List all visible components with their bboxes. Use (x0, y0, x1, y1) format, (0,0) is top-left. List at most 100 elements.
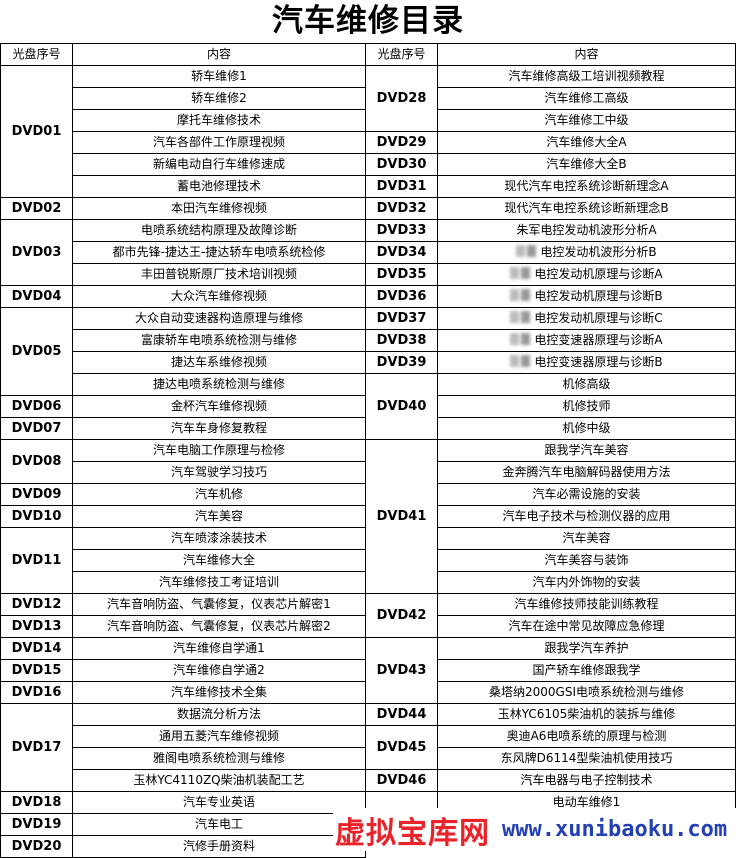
disc-number: DVD07 (0, 417, 73, 440)
disc-number: DVD33 (365, 219, 438, 242)
content-text: 本田汽车维修视频 (170, 201, 267, 215)
content-text: 汽车维修技工考证培训 (158, 575, 279, 589)
content-cell: 捷达电喷系统检测与维修 (72, 373, 366, 396)
disc-number: DVD12 (0, 593, 73, 616)
content-cell: 汽车音响防盗、气囊修复，仪表芯片解密1 (72, 593, 366, 616)
content-cell: 电控发动机波形分析B (437, 241, 736, 264)
content-text: 汽车维修技术全集 (170, 685, 267, 699)
content-text: 汽车各部件工作原理视频 (152, 135, 285, 149)
content-cell: 汽车喷漆涂装技术 (72, 527, 366, 550)
disc-number: DVD14 (0, 637, 73, 660)
content-text: 汽车维修工中级 (544, 113, 629, 127)
table-row: DVD45 奥迪A6电喷系统的原理与检测 (365, 725, 736, 770)
table-row: DVD10 汽车美容 (0, 505, 366, 528)
content-cell: 机修高级 (437, 373, 736, 396)
table-row: DVD12 汽车音响防盗、气囊修复，仪表芯片解密1 (0, 593, 366, 616)
content-text: 跟我学汽车养护 (544, 641, 629, 655)
content-text: 汽车美容 (194, 509, 243, 523)
content-cell: 汽车驾驶学习技巧 (72, 461, 366, 484)
content-text: 国产轿车维修跟我学 (532, 663, 641, 677)
content-cell: 汽车在途中常见故障应急修理 (437, 615, 736, 638)
content-cell: 跟我学汽车美容 (437, 439, 736, 462)
table-row: DVD11 汽车喷漆涂装技术 (0, 527, 366, 594)
content-text: 汽车音响防盗、气囊修复，仪表芯片解密2 (107, 619, 331, 633)
table-row: DVD18 汽车专业英语 (0, 791, 366, 814)
table-row: DVD13 汽车音响防盗、气囊修复，仪表芯片解密2 (0, 615, 366, 638)
blurred-text (510, 311, 533, 323)
table-row: DVD05 大众自动变速器构造原理与维修 (0, 307, 366, 396)
disc-number: DVD20 (0, 835, 73, 858)
table-row: DVD28 汽车维修高级工培训视频教程 (365, 65, 736, 132)
table-row: DVD41 跟我学汽车美容 (365, 439, 736, 594)
table-row: DVD20 汽修手册资料 (0, 835, 366, 858)
content-cell: 玉林YC4110ZQ柴油机装配工艺 (72, 769, 366, 792)
content-text: 电控发动机原理与诊断B (534, 289, 663, 303)
disc-number: DVD06 (0, 395, 73, 418)
content-cell: 电控变速器原理与诊断A (437, 329, 736, 352)
content-cell: 金杯汽车维修视频 (72, 395, 366, 418)
content-text: 汽修手册资料 (182, 839, 255, 853)
content-cell: 电喷系统结构原理及故障诊断 (72, 219, 366, 242)
content-text: 玉林YC4110ZQ柴油机装配工艺 (133, 773, 305, 787)
table-row: DVD30 汽车维修大全B (365, 153, 736, 176)
disc-number: DVD43 (365, 637, 438, 704)
content-cell: 汽车车身修复教程 (72, 417, 366, 440)
content-text: 汽车在途中常见故障应急修理 (508, 619, 665, 633)
content-header: 内容 (72, 43, 366, 66)
watermark: 虚拟宝库网 www.xunibaoku.com (333, 808, 736, 851)
content-cell: 轿车维修1 (72, 65, 366, 88)
content-text: 汽车维修大全 (182, 553, 255, 567)
content-text: 汽车内外饰物的安装 (532, 575, 641, 589)
content-cell: 奥迪A6电喷系统的原理与检测 (437, 725, 736, 748)
table-row: DVD17 数据流分析方法 (0, 703, 366, 792)
content-cell: 汽车美容与装饰 (437, 549, 736, 572)
content-cell: 汽车美容 (437, 527, 736, 550)
content-cell: 汽车电脑工作原理与检修 (72, 439, 366, 462)
content-text: 汽车喷漆涂装技术 (170, 531, 267, 545)
content-cell: 汽车电子技术与检测仪器的应用 (437, 505, 736, 528)
content-text: 通用五菱汽车维修视频 (158, 729, 279, 743)
content-text: 东风牌D6114型柴油机使用技巧 (500, 751, 673, 765)
content-header: 内容 (437, 43, 736, 66)
table-row: 汽车维修技工考证培训 (1, 571, 366, 594)
disc-number: DVD15 (0, 659, 73, 682)
table-row: 捷达电喷系统检测与维修 (1, 373, 366, 396)
content-cell: 电控发动机原理与诊断A (437, 263, 736, 286)
disc-number: DVD36 (365, 285, 438, 308)
content-text: 金杯汽车维修视频 (170, 399, 267, 413)
content-text: 汽车电脑工作原理与检修 (152, 443, 285, 457)
header-row: 光盘序号 内容 (0, 43, 366, 66)
table-row: 通用五菱汽车维修视频 (1, 725, 366, 748)
content-text: 数据流分析方法 (176, 707, 261, 721)
table-row: DVD32 现代汽车电控系统诊断新理念B (365, 197, 736, 220)
content-text: 机修中级 (562, 421, 611, 435)
content-text: 捷达电喷系统检测与维修 (152, 377, 285, 391)
content-text: 汽车专业英语 (182, 795, 255, 809)
content-cell: 汽车电器与电子控制技术 (437, 769, 736, 792)
disc-number: DVD34 (365, 241, 438, 264)
blurred-text (510, 289, 533, 301)
content-cell: 数据流分析方法 (72, 703, 366, 726)
table-row: DVD31 现代汽车电控系统诊断新理念A (365, 175, 736, 198)
content-cell: 富康轿车电喷系统检测与维修 (72, 329, 366, 352)
content-cell: 汽车维修大全 (72, 549, 366, 572)
content-text: 金奔腾汽车电脑解码器使用方法 (502, 465, 671, 479)
content-cell: 汽车维修自学通1 (72, 637, 366, 660)
content-text: 轿车维修1 (191, 69, 247, 83)
table-row: DVD19 汽车电工 (0, 813, 366, 836)
content-text: 机修技师 (562, 399, 611, 413)
content-text: 汽车机修 (194, 487, 243, 501)
content-cell: 东风牌D6114型柴油机使用技巧 (437, 747, 736, 770)
content-text: 玉林YC6105柴油机的装拆与维修 (497, 707, 676, 721)
content-text: 汽车维修自学通1 (173, 641, 265, 655)
content-text: 捷达车系维修视频 (170, 355, 267, 369)
table-row: DVD02 本田汽车维修视频 (0, 197, 366, 220)
content-cell: 汽车电工 (72, 813, 366, 836)
disc-number: DVD11 (0, 527, 73, 594)
content-cell: 汽车音响防盗、气囊修复，仪表芯片解密2 (72, 615, 366, 638)
disc-number: DVD28 (365, 65, 438, 132)
watermark-url: www.xunibaoku.com (502, 817, 728, 842)
blurred-text (516, 245, 539, 257)
disc-number: DVD10 (0, 505, 73, 528)
content-cell: 汽车维修大全B (437, 153, 736, 176)
